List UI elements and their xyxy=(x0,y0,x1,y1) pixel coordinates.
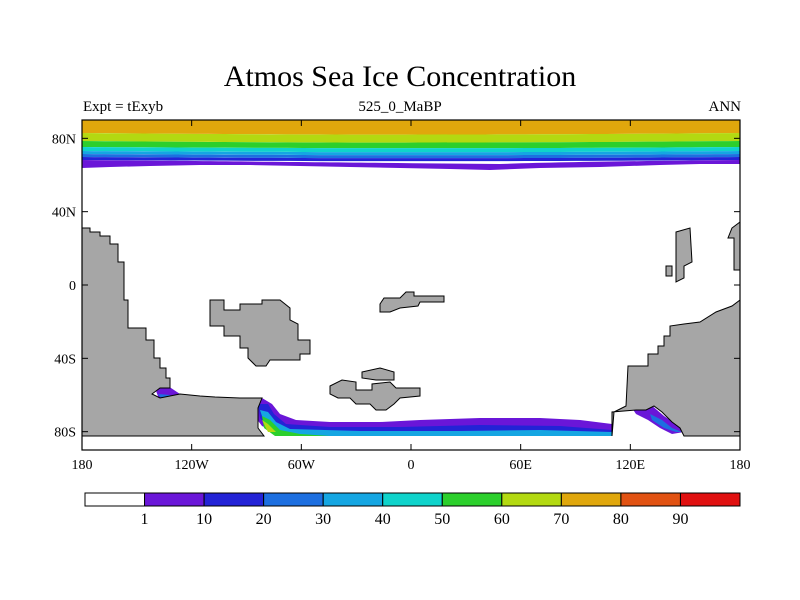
longitude-axis: 180 120W 60W 0 60E 120E 180 xyxy=(72,120,751,473)
lon-tick-label: 180 xyxy=(72,458,93,473)
land-northeast-strip xyxy=(675,227,693,283)
lat-tick-label: 0 xyxy=(69,279,76,294)
lat-tick-label: 40N xyxy=(52,206,76,221)
colorbar-label: 80 xyxy=(613,511,629,528)
colorbar-label: 1 xyxy=(141,511,149,528)
lat-tick-label: 40S xyxy=(54,352,76,367)
lon-tick-label: 0 xyxy=(408,458,415,473)
colorbar: 1 10 20 30 40 50 60 70 80 90 xyxy=(84,492,741,528)
lon-tick-label: 120E xyxy=(616,458,646,473)
lon-tick-label: 60W xyxy=(288,458,316,473)
lon-tick-label: 60E xyxy=(509,458,532,473)
colorbar-label: 70 xyxy=(553,511,569,528)
lon-tick-label: 120W xyxy=(175,458,210,473)
colorbar-swatch xyxy=(322,492,384,507)
ice-south-10 xyxy=(258,404,612,436)
lat-tick-label: 80N xyxy=(52,132,76,147)
experiment-label: Expt = tExyb xyxy=(83,99,164,115)
ice-band-30 xyxy=(82,151,740,156)
colorbar-label: 50 xyxy=(434,511,450,528)
land-east xyxy=(611,221,741,437)
ice-band-1 xyxy=(82,160,740,170)
ice-band-20 xyxy=(82,154,740,159)
ice-band-70 xyxy=(82,126,740,135)
land-west xyxy=(81,227,265,437)
season-label: ANN xyxy=(708,99,742,115)
colorbar-swatch xyxy=(679,492,741,507)
colorbar-label: 60 xyxy=(494,511,510,528)
ice-band-60 xyxy=(82,133,740,143)
colorbar-swatch xyxy=(144,492,205,507)
colorbar-swatch xyxy=(441,492,503,507)
land-north-block xyxy=(379,291,445,313)
land-small-island xyxy=(361,367,395,381)
latitude-axis: 80N 40N 0 40S 80S xyxy=(52,132,740,441)
colorbar-swatch xyxy=(501,492,562,507)
ice-south-50 xyxy=(262,416,330,436)
ice-band-50 xyxy=(82,141,740,149)
colorbar-label: 30 xyxy=(315,511,331,528)
lon-tick-label: 180 xyxy=(730,458,751,473)
lat-tick-label: 80S xyxy=(54,426,76,441)
colorbar-swatch xyxy=(84,492,146,507)
colorbar-label: 10 xyxy=(196,511,212,528)
land-tiny-island xyxy=(665,265,673,277)
ice-east-20 xyxy=(650,414,682,432)
land xyxy=(81,221,741,437)
ice-band-10 xyxy=(82,157,740,162)
land-center-south xyxy=(329,379,421,411)
map-title: Atmos Sea Ice Concentration xyxy=(223,60,577,93)
colorbar-swatch xyxy=(620,492,681,507)
colorbar-swatch xyxy=(560,492,622,507)
colorbar-swatch xyxy=(203,492,265,507)
land-center-west xyxy=(209,299,311,367)
colorbar-label: 90 xyxy=(672,511,688,528)
colorbar-label: 20 xyxy=(256,511,272,528)
ice-band-40 xyxy=(82,147,740,153)
ice-south-60 xyxy=(262,420,276,432)
colorbar-label: 40 xyxy=(375,511,391,528)
colorbar-swatch xyxy=(263,492,324,507)
time-label: 525_0_MaBP xyxy=(358,99,442,115)
colorbar-swatch xyxy=(382,492,443,507)
